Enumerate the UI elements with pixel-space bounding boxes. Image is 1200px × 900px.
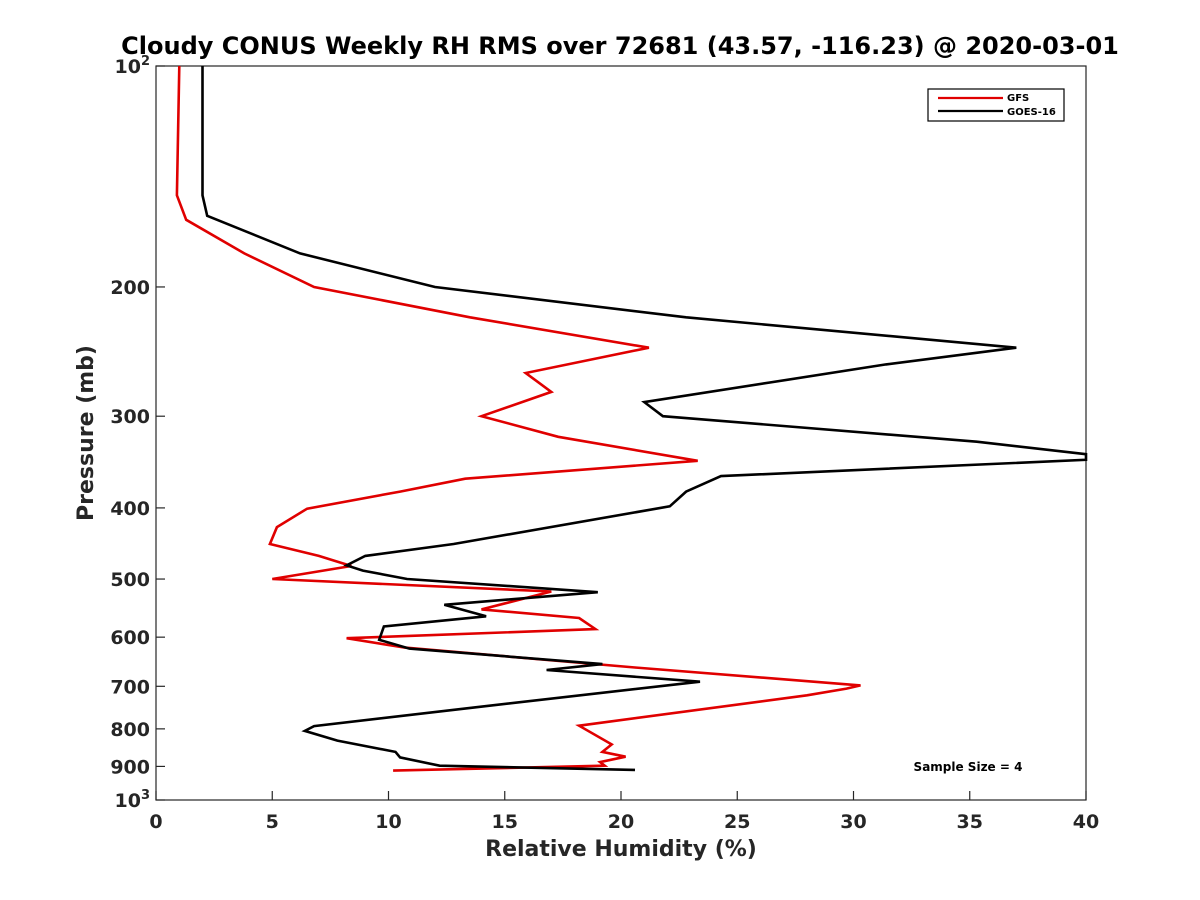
x-tick-label: 0 xyxy=(149,811,162,833)
y-tick-exponent: 2 xyxy=(141,54,150,69)
legend-label-goes-16: GOES-16 xyxy=(1007,107,1056,118)
y-tick-label: 400 xyxy=(110,498,150,520)
y-tick-label: 500 xyxy=(110,569,150,591)
legend-label-gfs: GFS xyxy=(1007,93,1029,104)
series-line-goes-16 xyxy=(201,66,1088,772)
y-tick-label: 102 xyxy=(115,54,151,78)
y-tick-base: 10 xyxy=(115,790,141,812)
y-tick-label: 800 xyxy=(110,719,150,741)
x-tick-label: 10 xyxy=(375,811,401,833)
x-tick-label: 25 xyxy=(724,811,750,833)
legend: GFS GOES-16 xyxy=(927,88,1065,122)
x-tick-label: 5 xyxy=(266,811,279,833)
x-tick-label: 20 xyxy=(608,811,634,833)
y-axis-label: Pressure (mb) xyxy=(74,345,99,521)
x-axis-label: Relative Humidity (%) xyxy=(485,837,757,862)
y-tick-base: 10 xyxy=(115,56,141,78)
y-tick-label: 300 xyxy=(110,406,150,428)
y-tick-label: 900 xyxy=(110,756,150,778)
x-tick-label: 30 xyxy=(840,811,866,833)
sample-size-annotation: Sample Size = 4 xyxy=(914,760,1023,774)
y-tick-exponent: 3 xyxy=(141,788,150,803)
x-tick-label: 40 xyxy=(1073,811,1099,833)
series-layer xyxy=(175,65,1088,772)
x-tick-label: 35 xyxy=(957,811,983,833)
legend-box xyxy=(927,88,1065,122)
y-tick-label: 600 xyxy=(110,627,150,649)
x-axis: 0 5 10 15 20 25 30 35 40 xyxy=(149,791,1099,833)
chart-title: Cloudy CONUS Weekly RH RMS over 72681 (4… xyxy=(121,32,1119,60)
y-tick-label: 200 xyxy=(110,277,150,299)
x-tick-label: 15 xyxy=(492,811,518,833)
y-tick-label: 103 xyxy=(115,788,151,812)
y-tick-label: 700 xyxy=(110,676,150,698)
